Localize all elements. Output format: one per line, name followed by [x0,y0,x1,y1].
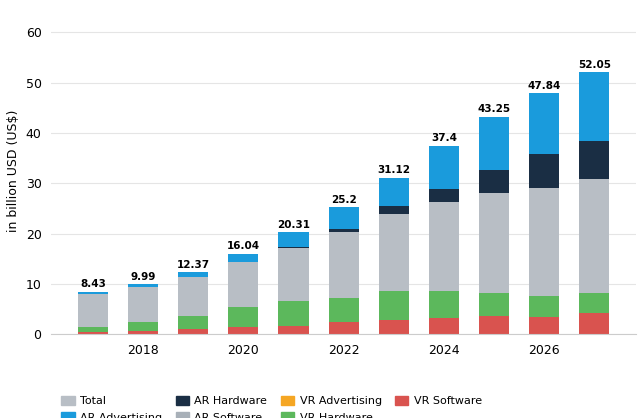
Bar [228,327,258,334]
Bar [278,247,309,248]
Bar [228,307,258,327]
Bar [128,284,158,287]
Bar [128,322,158,331]
Bar [178,272,208,277]
Text: 47.84: 47.84 [527,81,561,91]
Text: 37.4: 37.4 [431,133,457,143]
Bar [479,316,509,334]
Bar [379,319,409,334]
Text: 31.12: 31.12 [377,165,410,175]
Bar [379,214,409,291]
Y-axis label: in billion USD (US$): in billion USD (US$) [7,110,20,232]
Bar [278,248,309,301]
Bar [128,287,158,322]
Bar [429,146,459,189]
Bar [178,329,208,334]
Bar [579,313,610,334]
Bar [379,291,409,319]
Bar [178,277,208,316]
Bar [278,232,309,247]
Bar [379,178,409,206]
Bar [78,294,108,327]
Text: 20.31: 20.31 [277,219,310,229]
Bar [329,322,359,334]
Bar [329,207,359,229]
Bar [579,141,610,179]
Bar [178,316,208,329]
Bar [329,232,359,298]
Bar [278,326,309,334]
Bar [329,229,359,232]
Bar [228,254,258,262]
Bar [479,117,509,170]
Text: 16.04: 16.04 [227,241,260,251]
Bar [429,189,459,202]
Bar [429,318,459,334]
Bar [529,317,559,334]
Bar [479,193,509,293]
Bar [228,262,258,307]
Bar [579,72,610,141]
Bar [78,332,108,334]
Bar [429,202,459,291]
Bar [329,298,359,322]
Bar [278,301,309,326]
Text: 25.2: 25.2 [331,195,356,205]
Text: 8.43: 8.43 [80,279,106,289]
Bar [529,296,559,317]
Text: 9.99: 9.99 [131,272,156,282]
Text: 52.05: 52.05 [578,60,611,70]
Bar [78,292,108,294]
Bar [479,170,509,193]
Bar [579,293,610,313]
Bar [529,93,559,154]
Bar [429,291,459,318]
Bar [379,206,409,214]
Text: 12.37: 12.37 [177,260,210,270]
Bar [529,188,559,296]
Bar [479,293,509,316]
Text: 43.25: 43.25 [478,104,511,114]
Bar [78,327,108,332]
Legend: Total, AR Advertising, AR Hardware, AR Software, VR Advertising, VR Hardware, VR: Total, AR Advertising, AR Hardware, AR S… [57,391,487,418]
Bar [128,331,158,334]
Bar [529,154,559,188]
Bar [579,179,610,293]
